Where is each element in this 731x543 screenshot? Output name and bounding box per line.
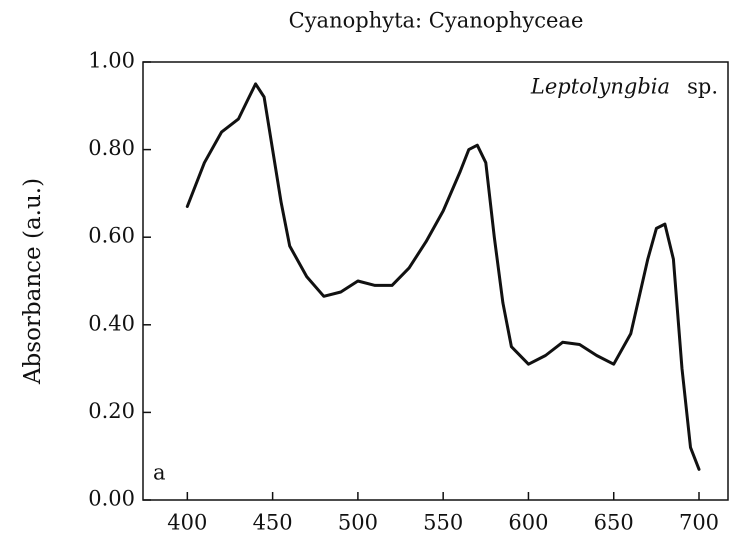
x-tick-label: 650 (594, 511, 634, 535)
y-tick-label: 0.00 (88, 487, 135, 511)
annotation-genus: Leptolyngbia (530, 75, 670, 99)
annotation-suffix: sp. (687, 75, 718, 99)
x-tick-label: 700 (679, 511, 719, 535)
y-tick-label: 0.40 (88, 311, 135, 335)
x-tick-label: 550 (423, 511, 463, 535)
x-tick-label: 400 (167, 511, 207, 535)
x-tick-label: 450 (253, 511, 293, 535)
chart-title: Cyanophyta: Cyanophyceae (289, 9, 584, 33)
x-tick-label: 600 (508, 511, 548, 535)
x-tick-label: 500 (338, 511, 378, 535)
y-axis-label: Absorbance (a.u.) (20, 178, 46, 385)
y-tick-label: 0.20 (88, 399, 135, 423)
panel-label: a (153, 461, 166, 485)
y-tick-label: 0.80 (88, 136, 135, 160)
spectrum-line (185, 82, 701, 471)
plot-frame (142, 61, 729, 501)
y-tick-label: 1.00 (88, 49, 135, 73)
y-tick-label: 0.60 (88, 224, 135, 248)
